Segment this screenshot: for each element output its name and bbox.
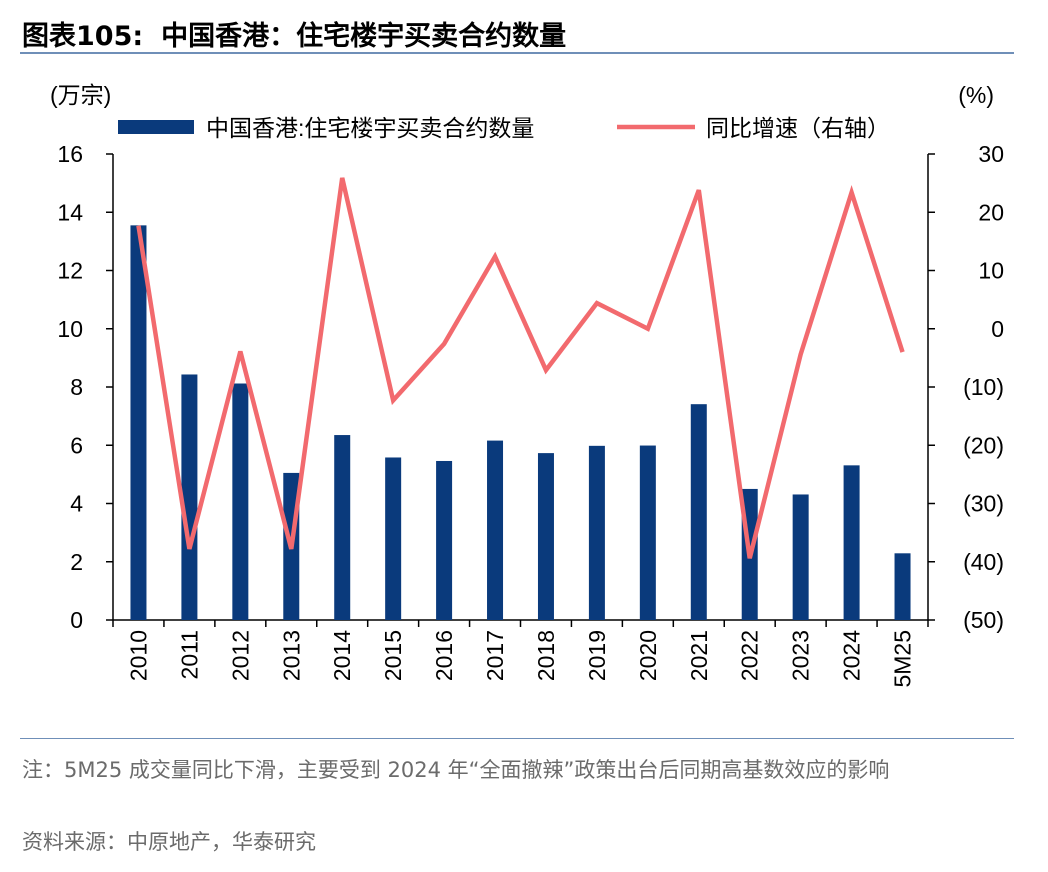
right-tick-label: (20) (963, 432, 1004, 458)
bar (792, 494, 809, 620)
line-series (136, 177, 905, 559)
bar (894, 553, 911, 620)
chart-title: 中国香港：住宅楼宇买卖合约数量 (161, 21, 567, 52)
right-tick-label: (50) (963, 607, 1004, 633)
x-tick-label: 5M25 (890, 630, 916, 688)
x-tick-label: 2020 (635, 630, 661, 681)
x-tick-label: 2011 (176, 630, 202, 679)
x-tick-label: 2013 (278, 630, 304, 681)
legend-line-label: 同比增速（右轴） (706, 115, 890, 141)
right-axis-unit: (%) (958, 82, 994, 108)
left-tick-label: 10 (57, 316, 83, 342)
bar (588, 445, 605, 620)
x-tick-label: 2022 (737, 630, 763, 681)
x-tick-label: 2019 (584, 630, 610, 681)
right-tick-label: 0 (991, 316, 1004, 342)
left-tick-label: 0 (70, 607, 83, 633)
left-axis-unit: (万宗) (50, 82, 111, 108)
x-tick-label: 2015 (380, 630, 406, 681)
chart: 0 2 4 6 8 10 12 14 16 (50) (40) (30) (20) (10) 0 10 20 30… (50, 82, 1004, 688)
left-tick-label: 16 (57, 141, 83, 167)
left-tick-label: 2 (70, 549, 83, 575)
bar (130, 225, 147, 620)
right-tick-label: (40) (963, 549, 1004, 575)
bar (436, 460, 453, 620)
chart-legend: 中国香港:住宅楼宇买卖合约数量 同比增速（右轴） (118, 115, 890, 141)
left-tick-label: 6 (70, 432, 83, 458)
bar (487, 440, 504, 620)
x-tick-label: 2014 (329, 630, 355, 681)
bar (843, 465, 860, 620)
left-tick-label: 4 (70, 491, 83, 517)
right-tick-label: 30 (978, 141, 1004, 167)
x-tick-label: 2010 (125, 630, 151, 681)
bar (690, 404, 707, 620)
x-tick-label: 2023 (788, 630, 814, 681)
bar (181, 374, 198, 620)
x-tick-label: 2024 (839, 630, 865, 681)
left-tick-label: 8 (70, 374, 83, 400)
x-tick-label: 2018 (533, 630, 559, 681)
right-tick-label: 20 (978, 199, 1004, 225)
footer-divider (20, 738, 1014, 739)
left-tick-label: 14 (57, 199, 83, 225)
legend-bar-swatch (118, 120, 194, 134)
growth-line (136, 177, 905, 559)
bar-series (130, 225, 911, 620)
right-tick-label: 10 (978, 258, 1004, 284)
figure-title: 图表105: 中国香港：住宅楼宇买卖合约数量 (22, 14, 566, 53)
bar (385, 457, 402, 620)
legend-bar-label: 中国香港:住宅楼宇买卖合约数量 (206, 115, 534, 141)
x-tick-label: 2021 (686, 630, 712, 681)
bar (232, 383, 249, 620)
right-tick-label: (10) (963, 374, 1004, 400)
x-tick-label: 2012 (227, 630, 253, 681)
right-tick-label: (30) (963, 491, 1004, 517)
bar (334, 435, 351, 620)
bar (639, 445, 656, 620)
bar (537, 453, 554, 620)
figure-label: 图表105: (22, 21, 144, 52)
x-tick-label: 2016 (431, 630, 457, 681)
title-divider (20, 52, 1014, 54)
left-tick-label: 12 (57, 258, 83, 284)
chart-axes: 0 2 4 6 8 10 12 14 16 (50) (40) (30) (20) (10) 0 10 20 30… (50, 82, 1004, 688)
footnote: 注：5M25 成交量同比下滑，主要受到 2024 年“全面撤辣”政策出台后同期高… (22, 758, 890, 782)
x-tick-label: 2017 (482, 630, 508, 681)
source-line: 资料来源：中原地产，华泰研究 (22, 830, 316, 854)
